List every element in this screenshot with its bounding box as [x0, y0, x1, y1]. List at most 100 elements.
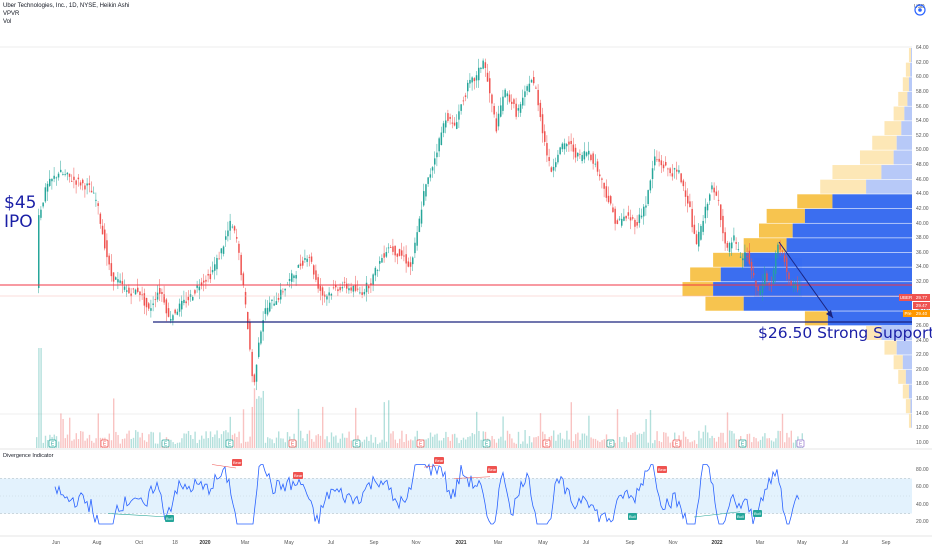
candle-body	[55, 177, 58, 179]
volume-bar	[330, 432, 333, 448]
volume-bar	[586, 435, 588, 448]
volume-bar	[363, 439, 366, 448]
earnings-box	[796, 439, 805, 448]
volume-bar	[476, 411, 478, 448]
candle-body	[550, 167, 553, 172]
candle-body	[689, 201, 691, 207]
bear-divergence-badge: Bear	[487, 466, 498, 473]
candle-body	[423, 191, 425, 206]
currency-label[interactable]: USD	[914, 4, 925, 10]
volume-bar	[258, 396, 260, 448]
volume-bar	[141, 432, 143, 448]
volume-bar	[726, 412, 729, 448]
earnings-label: E	[485, 442, 489, 448]
volume-bar	[691, 441, 693, 448]
volume-bar	[614, 442, 616, 448]
candle-body	[229, 220, 231, 231]
candle-body	[469, 79, 471, 84]
volume-bar	[581, 433, 583, 448]
volume-bar	[553, 430, 555, 448]
volume-bar	[207, 438, 209, 448]
candle-body	[282, 291, 284, 293]
candle-body	[508, 94, 511, 102]
volume-bar	[535, 437, 537, 448]
volume-bar	[242, 409, 245, 448]
volume-bar	[416, 430, 418, 448]
volume-bar	[630, 434, 632, 448]
volume-bar	[559, 432, 561, 448]
volume-bar	[297, 408, 300, 448]
volume-bar	[555, 440, 557, 448]
earnings-label: E	[741, 442, 745, 448]
volume-bar	[148, 434, 150, 448]
candle-body	[291, 273, 293, 282]
volume-bar	[97, 413, 99, 448]
selection-box	[754, 258, 802, 298]
price-axis-label: 22.00	[916, 352, 929, 359]
candle-body	[374, 267, 377, 276]
volume-bar	[592, 438, 594, 448]
volume-bar	[159, 432, 161, 448]
candle-body	[585, 152, 588, 156]
vp-down-bar	[743, 252, 912, 267]
vol-label[interactable]: Vol	[3, 19, 12, 25]
candle-body	[766, 273, 768, 282]
earnings-marker: E	[225, 439, 234, 448]
candle-body	[330, 293, 333, 296]
oscillator-title[interactable]: Divergence Indicator	[3, 453, 54, 459]
vp-up-bar	[905, 62, 911, 77]
volume-bar	[185, 433, 187, 448]
candle-body	[552, 166, 555, 171]
volume-bar	[511, 438, 513, 448]
candle-body	[95, 199, 97, 201]
bull-divergence-badge: Bull	[736, 513, 745, 520]
earnings-marker: E	[161, 439, 170, 448]
candle-body	[682, 180, 685, 187]
volume-bar	[344, 437, 346, 448]
premarket-price-tag: 29.40	[913, 310, 930, 317]
volume-bar	[126, 433, 128, 448]
volume-bar	[759, 439, 762, 448]
candle-body	[544, 131, 546, 142]
volume-bar	[275, 437, 278, 448]
candle-body	[533, 77, 535, 84]
candle-body	[792, 284, 795, 288]
earnings-box	[288, 439, 297, 448]
volume-bar	[355, 407, 357, 448]
volume-bar	[753, 436, 755, 448]
candle-body	[742, 258, 744, 261]
volume-bar	[302, 438, 304, 448]
candle-body	[104, 229, 106, 249]
candle-body	[603, 182, 605, 189]
candle-body	[651, 168, 654, 180]
candle-body	[244, 291, 247, 305]
candle-body	[755, 280, 757, 288]
volume-bar	[619, 436, 621, 448]
chart-settings-icon[interactable]	[913, 3, 927, 17]
candle-body	[143, 293, 146, 306]
earnings-box	[225, 439, 234, 448]
earnings-box	[482, 439, 491, 448]
candle-body	[376, 270, 379, 271]
candle-body	[715, 191, 718, 196]
earnings-box	[738, 439, 747, 448]
volume-bar	[720, 432, 722, 448]
candle-body	[735, 242, 737, 244]
candle-body	[618, 218, 621, 220]
candle-body	[713, 187, 715, 193]
volume-bar	[135, 430, 137, 448]
candle-body	[588, 150, 590, 155]
volume-bar	[425, 439, 427, 448]
volume-bar	[770, 440, 773, 448]
vp-down-bar	[910, 399, 912, 414]
vpvr-label[interactable]: VPVR	[3, 11, 20, 17]
volume-bar	[403, 441, 405, 448]
volume-bar	[91, 440, 93, 448]
vp-down-bar	[902, 355, 912, 370]
earnings-label: E	[799, 442, 803, 448]
volume-bar	[438, 440, 440, 448]
candle-body	[258, 342, 260, 357]
volume-bar	[192, 438, 194, 448]
candle-body	[577, 152, 579, 157]
